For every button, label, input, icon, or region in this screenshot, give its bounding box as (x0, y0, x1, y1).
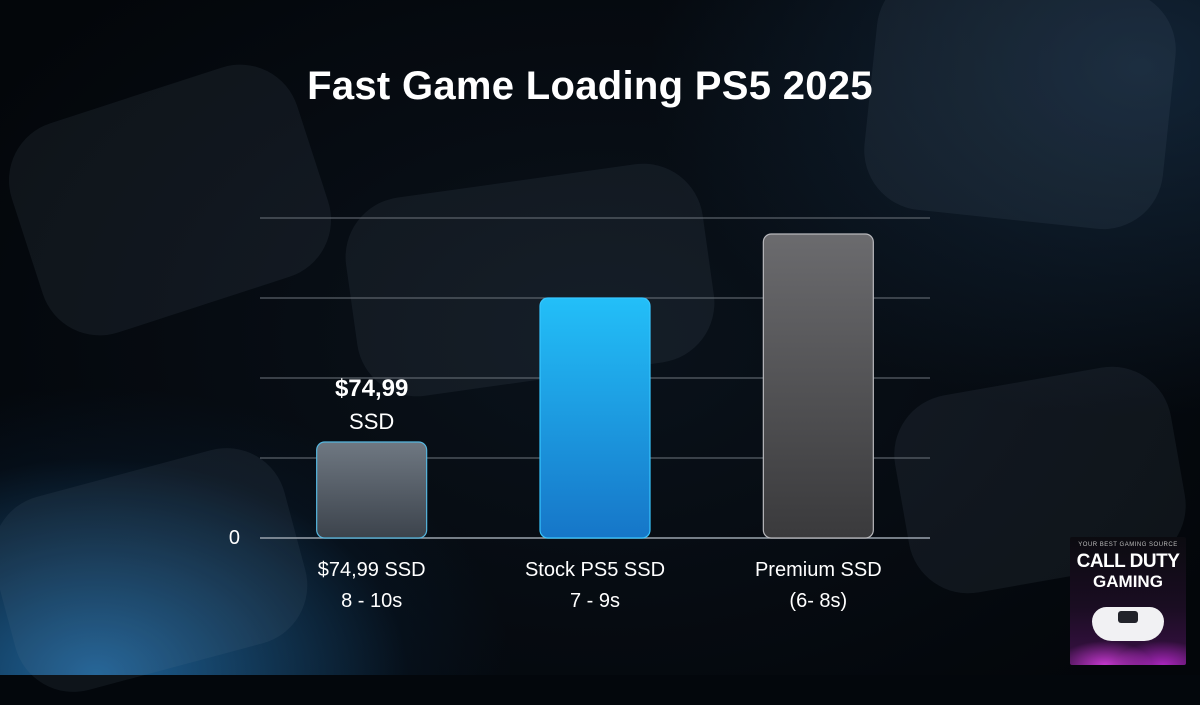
x-category-sublabel: (6- 8s) (789, 590, 847, 612)
x-category-label: Premium SSD (755, 559, 882, 581)
logo-line2: GAMING (1093, 572, 1163, 591)
logo-line1: CALL DUTY (1076, 551, 1180, 572)
channel-logo: YOUR BEST GAMING SOURCE CALL DUTY GAMING (1070, 537, 1186, 665)
x-category-sublabel: 7 - 9s (570, 590, 620, 612)
x-category-label: $74,99 SSD (318, 559, 426, 581)
x-category-label: Stock PS5 SSD (525, 559, 665, 581)
chart-title: Fast Game Loading PS5 2025 (307, 64, 873, 108)
bar-annotation: $74,99 (335, 375, 408, 402)
bar-1 (316, 441, 428, 539)
x-category-sublabel: 8 - 10s (341, 590, 402, 612)
bar-2 (539, 297, 651, 539)
bars (316, 233, 874, 539)
bar-chart: 0 $74,99 SSD 8 - 10s Stock PS5 SSD 7 - 9s Pre… (229, 217, 930, 612)
logo-tagline: YOUR BEST GAMING SOURCE (1078, 542, 1178, 548)
bar-3 (762, 233, 874, 539)
y-tick-label: 0 (229, 527, 240, 549)
bar-annotation: SSD (349, 409, 394, 434)
controller-icon (1092, 607, 1164, 641)
labels: 0 $74,99 SSD 8 - 10s Stock PS5 SSD 7 - 9s Pre… (229, 375, 882, 612)
